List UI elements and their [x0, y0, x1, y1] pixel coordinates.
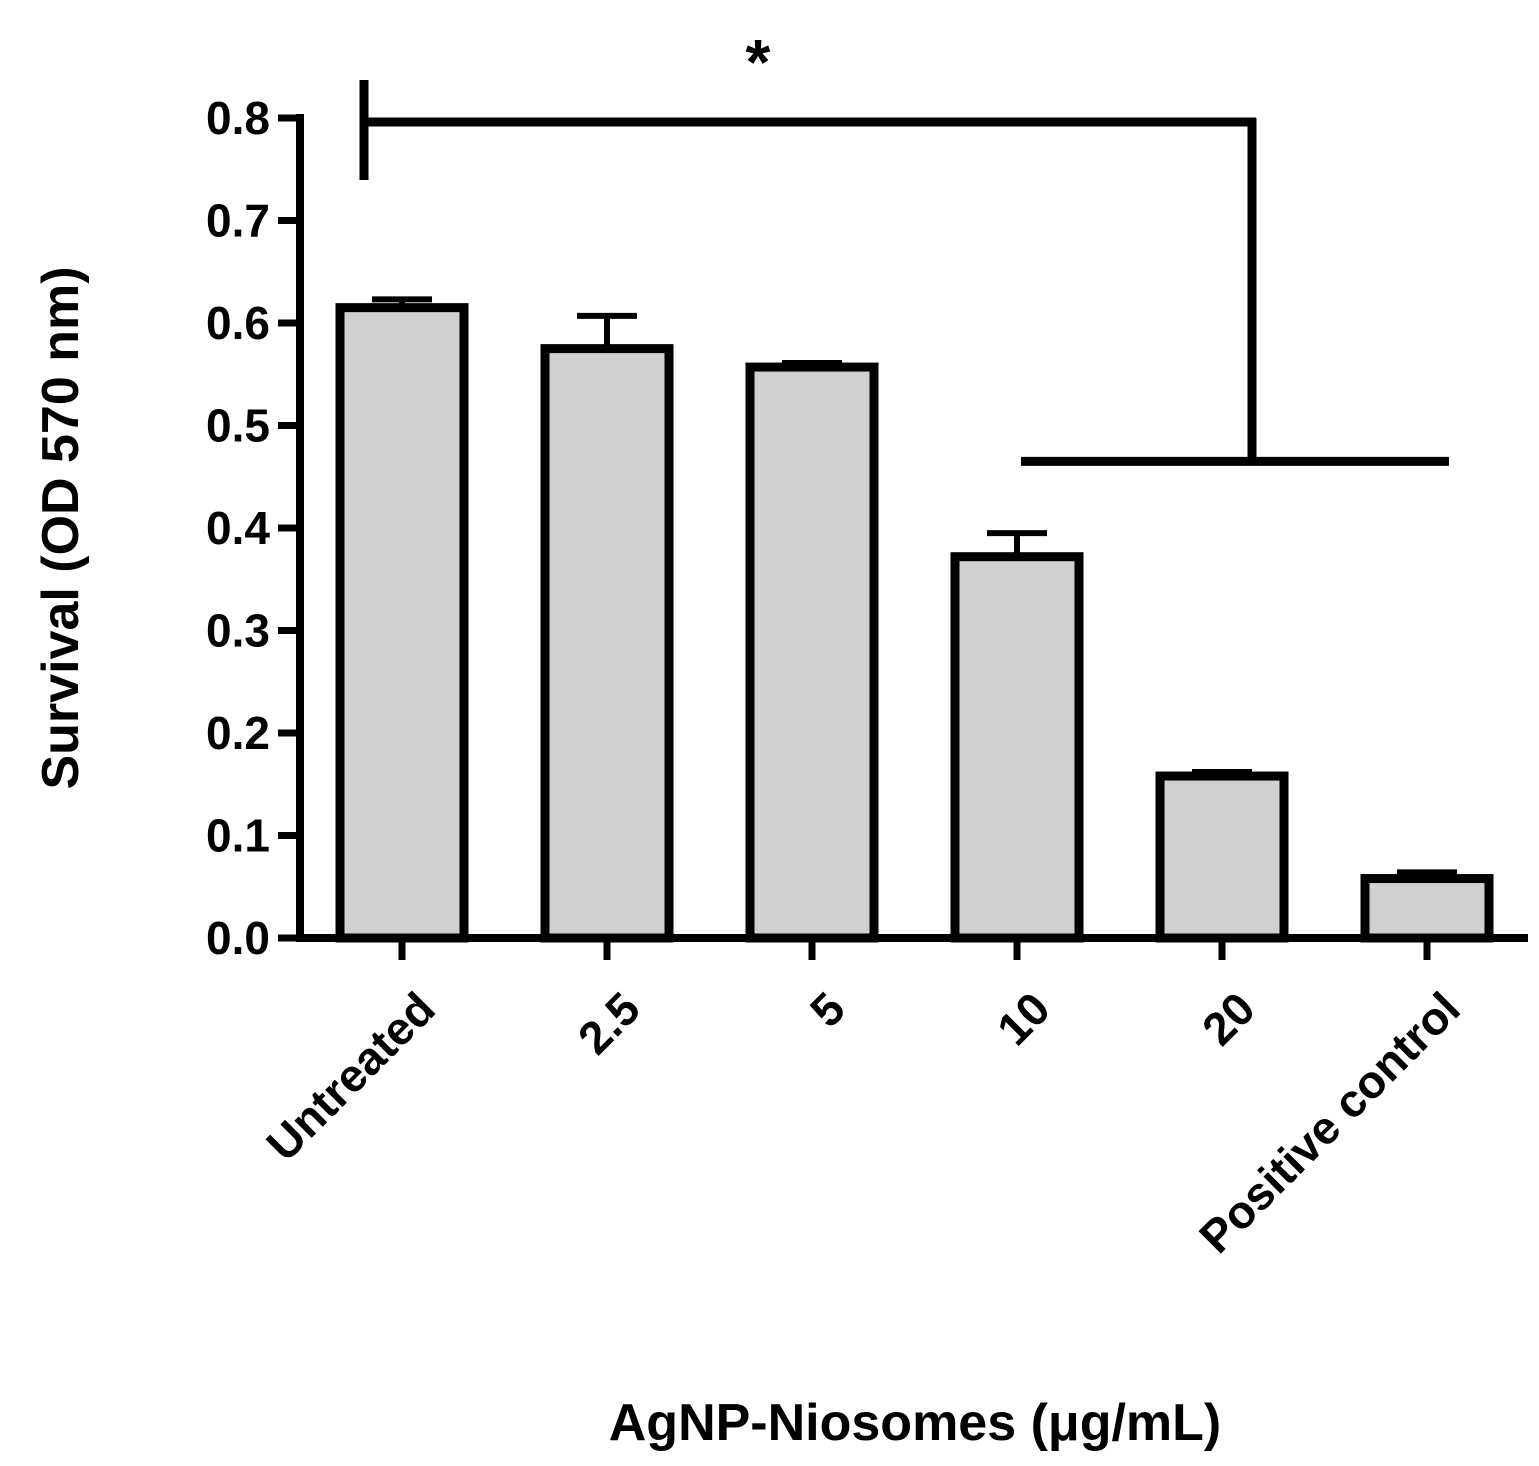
- y-tick-label-1: 0.1: [206, 810, 270, 862]
- bar-3: [745, 362, 879, 943]
- y-tick-label-0: 0.0: [206, 912, 270, 964]
- y-tick-label-8: 0.8: [206, 92, 270, 144]
- x-tick-label-3: 5: [800, 982, 855, 1037]
- y-tick-label-2: 0.2: [206, 707, 270, 759]
- x-tick-label-2: 2.5: [568, 982, 650, 1064]
- x-tick-label-5: 20: [1192, 982, 1265, 1055]
- bar-1: [335, 303, 469, 943]
- bar-4: [950, 552, 1084, 943]
- y-tick-label-6: 0.6: [206, 297, 270, 349]
- bar-6: [1360, 874, 1494, 943]
- y-tick-label-4: 0.4: [206, 502, 270, 554]
- x-axis-label: AgNP-Niosomes (μg/mL): [609, 1394, 1222, 1452]
- bar-5: [1155, 771, 1289, 943]
- y-axis-label: Survival (OD 570 nm): [32, 266, 90, 789]
- x-tick-label-4: 10: [987, 982, 1060, 1055]
- significance-asterisk: *: [746, 26, 771, 98]
- bars-layer: [335, 303, 1494, 943]
- error-bars-layer: [372, 296, 1457, 879]
- annotations-layer: *: [359, 26, 1449, 466]
- y-tick-label-5: 0.5: [206, 400, 270, 452]
- y-tick-label-3: 0.3: [206, 605, 270, 657]
- bar-2: [540, 344, 674, 943]
- x-tick-label-1: Untreated: [256, 982, 445, 1171]
- y-tick-label-7: 0.7: [206, 195, 270, 247]
